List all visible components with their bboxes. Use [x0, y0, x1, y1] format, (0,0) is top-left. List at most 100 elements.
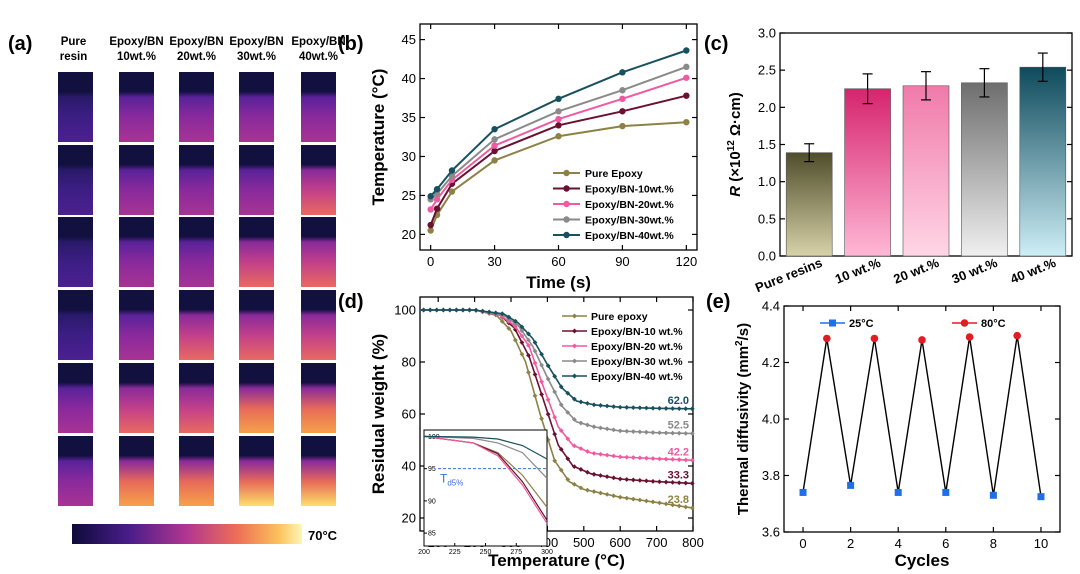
- data-point: [644, 498, 649, 504]
- data-point: [448, 188, 456, 195]
- y-tick-label: 0.5: [758, 211, 776, 226]
- data-point-25c: [942, 488, 950, 496]
- data-point-80c: [918, 336, 926, 344]
- inset-td5-label: Td5%: [440, 472, 463, 488]
- thermal-image-cell: [179, 290, 214, 360]
- thermal-images-panel: Pure resin Epoxy/BN 10wt.% Epoxy/BN 20wt.% Epo…: [58, 36, 346, 506]
- data-point: [624, 477, 630, 482]
- data-point: [683, 504, 689, 510]
- data-point: [683, 74, 690, 81]
- data-point: [630, 429, 636, 434]
- data-point: [604, 403, 610, 409]
- data-point: [657, 500, 662, 506]
- thermal-image-cell: [119, 363, 154, 433]
- legend-label: 80°C: [981, 318, 1006, 330]
- thermal-image-cell: [301, 290, 336, 360]
- thermal-image-cell: [239, 72, 274, 142]
- y-tick-label: 40: [402, 71, 416, 86]
- data-point: [467, 307, 472, 313]
- data-point: [591, 450, 597, 456]
- data-point: [532, 340, 538, 345]
- data-point-80c: [823, 334, 831, 343]
- data-point: [619, 122, 626, 130]
- data-point: [565, 410, 571, 415]
- data-point-25c: [989, 491, 997, 499]
- data-point: [657, 405, 662, 411]
- legend-marker: [563, 200, 570, 208]
- end-value-label: 23.8: [668, 494, 689, 506]
- thermal-image-cell: [119, 145, 154, 215]
- data-point: [611, 453, 617, 459]
- y-tick-label: 20: [402, 227, 416, 242]
- data-point: [676, 480, 682, 486]
- data-point: [486, 309, 492, 315]
- data-point: [539, 379, 544, 385]
- data-point: [571, 417, 577, 422]
- data-point: [565, 456, 571, 462]
- x-tick-label: 90: [615, 254, 629, 269]
- thermal-image-cell: [119, 72, 154, 142]
- x-tick-label: 6: [942, 536, 949, 551]
- data-point: [427, 206, 434, 213]
- thermal-image-cell: [239, 436, 274, 506]
- data-point: [552, 373, 558, 379]
- data-point: [617, 404, 623, 410]
- data-point: [427, 227, 434, 234]
- data-point: [532, 348, 538, 354]
- y-tick-label: 60: [402, 407, 416, 422]
- legend-marker: [563, 169, 570, 177]
- data-point: [657, 456, 662, 462]
- bar: [902, 85, 950, 257]
- data-point: [512, 318, 518, 324]
- data-point: [552, 458, 558, 464]
- legend-label: Pure Epoxy: [585, 168, 643, 180]
- column-header: 40wt.%: [299, 51, 338, 63]
- column-header: Epoxy/BN: [109, 36, 163, 48]
- data-point: [683, 406, 689, 412]
- data-point: [480, 308, 486, 314]
- data-point: [689, 406, 695, 412]
- data-point: [460, 307, 466, 313]
- data-point: [644, 429, 649, 435]
- end-value-label: 42.2: [668, 446, 689, 458]
- data-point: [591, 402, 597, 408]
- series-line: [802, 335, 1042, 497]
- y-tick-label: 35: [402, 110, 416, 125]
- data-point: [427, 307, 433, 313]
- data-point: [558, 428, 564, 434]
- data-point: [630, 405, 636, 411]
- data-point: [619, 95, 626, 103]
- data-point: [499, 311, 505, 317]
- data-point: [630, 455, 636, 460]
- legend-marker: [960, 319, 969, 327]
- thermal-image-cell: [179, 145, 214, 215]
- thermal-image-cell: [301, 436, 336, 506]
- data-point: [526, 337, 531, 343]
- data-point: [555, 133, 562, 140]
- data-point: [434, 307, 440, 313]
- data-point: [555, 115, 562, 123]
- data-point: [604, 426, 610, 432]
- panel-label-a: (a): [8, 33, 32, 55]
- y-tick-label: 3.6: [762, 525, 780, 540]
- data-point: [644, 478, 649, 484]
- data-point: [519, 340, 525, 345]
- data-point: [571, 396, 577, 402]
- data-point: [558, 384, 564, 390]
- data-point: [552, 389, 558, 395]
- inset-series-line: [423, 435, 548, 479]
- data-point: [506, 319, 512, 324]
- x-tick-label: 2: [847, 536, 854, 551]
- data-point: [617, 476, 623, 482]
- data-point: [624, 495, 630, 501]
- data-point: [598, 425, 603, 431]
- legend-label: Epoxy/BN-30wt.%: [585, 215, 674, 227]
- data-point: [532, 372, 538, 377]
- data-point: [519, 328, 525, 334]
- temperature-time-chart: 0 30 60 90 120 20 25 30 35 40 45 Time (s) Temperatur…: [369, 23, 698, 292]
- data-point: [650, 405, 656, 411]
- x-axis-label: Time (s): [526, 273, 591, 292]
- data-point: [539, 416, 544, 422]
- legend-marker: [829, 319, 836, 327]
